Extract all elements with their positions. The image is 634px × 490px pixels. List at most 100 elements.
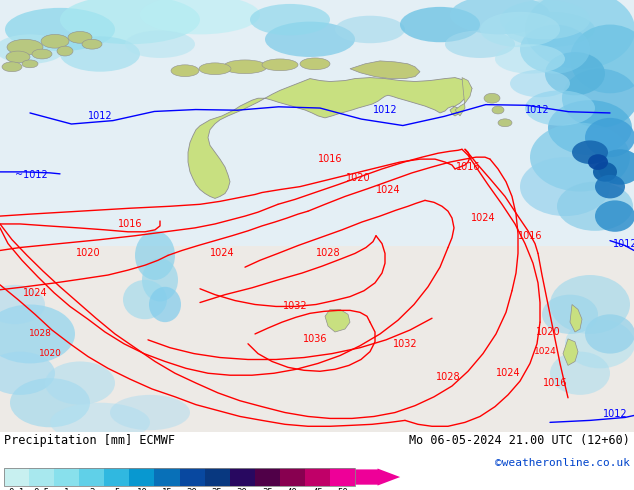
Ellipse shape xyxy=(585,118,634,157)
Ellipse shape xyxy=(171,65,199,76)
Text: 1016: 1016 xyxy=(543,378,567,388)
Ellipse shape xyxy=(110,395,190,430)
Ellipse shape xyxy=(484,93,500,103)
Text: 1020: 1020 xyxy=(75,248,100,258)
Ellipse shape xyxy=(510,70,570,97)
Bar xyxy=(179,468,205,486)
Polygon shape xyxy=(563,339,578,366)
Text: 1032: 1032 xyxy=(283,301,307,312)
Ellipse shape xyxy=(445,30,515,58)
Text: 40: 40 xyxy=(287,488,298,490)
Ellipse shape xyxy=(82,39,102,49)
Ellipse shape xyxy=(125,30,195,58)
Bar xyxy=(230,468,255,486)
Ellipse shape xyxy=(5,8,115,51)
Text: 30: 30 xyxy=(237,488,247,490)
Ellipse shape xyxy=(0,352,55,395)
Ellipse shape xyxy=(593,162,617,182)
Bar xyxy=(255,468,280,486)
Text: 15: 15 xyxy=(162,488,172,490)
Text: 1016: 1016 xyxy=(456,162,480,172)
Ellipse shape xyxy=(495,44,565,74)
Text: 1032: 1032 xyxy=(392,339,417,349)
Ellipse shape xyxy=(262,59,298,71)
Text: 1016: 1016 xyxy=(518,231,542,241)
Ellipse shape xyxy=(520,157,610,216)
Ellipse shape xyxy=(595,200,634,232)
Text: 35: 35 xyxy=(262,488,273,490)
Ellipse shape xyxy=(68,31,92,43)
Text: 1012: 1012 xyxy=(87,111,112,121)
Text: 50: 50 xyxy=(337,488,348,490)
Ellipse shape xyxy=(7,39,43,55)
Text: 2: 2 xyxy=(89,488,94,490)
Text: 1012: 1012 xyxy=(612,239,634,248)
Bar xyxy=(54,468,79,486)
Ellipse shape xyxy=(400,7,480,42)
Ellipse shape xyxy=(60,0,200,44)
Text: 1024: 1024 xyxy=(496,368,521,378)
Bar xyxy=(0,245,634,432)
Ellipse shape xyxy=(199,63,231,74)
Text: 1016: 1016 xyxy=(318,154,342,164)
Polygon shape xyxy=(188,77,472,198)
Ellipse shape xyxy=(10,378,90,427)
Text: 1024: 1024 xyxy=(210,248,235,258)
Ellipse shape xyxy=(265,22,355,57)
Text: 1012: 1012 xyxy=(525,105,549,115)
Text: 0.1: 0.1 xyxy=(8,488,25,490)
Ellipse shape xyxy=(550,352,610,395)
Ellipse shape xyxy=(480,12,560,47)
Bar xyxy=(155,468,179,486)
Ellipse shape xyxy=(2,62,22,72)
Ellipse shape xyxy=(492,106,504,114)
Ellipse shape xyxy=(572,141,608,164)
Ellipse shape xyxy=(135,231,175,280)
Text: 45: 45 xyxy=(312,488,323,490)
FancyArrow shape xyxy=(355,468,400,486)
Ellipse shape xyxy=(50,403,150,442)
Ellipse shape xyxy=(32,49,52,59)
Text: 1024: 1024 xyxy=(534,347,557,356)
Ellipse shape xyxy=(598,149,634,185)
Polygon shape xyxy=(570,304,582,332)
Bar xyxy=(104,468,129,486)
Ellipse shape xyxy=(22,60,38,68)
Ellipse shape xyxy=(335,16,405,43)
Text: 1024: 1024 xyxy=(23,288,48,298)
Ellipse shape xyxy=(140,0,260,34)
Text: 10: 10 xyxy=(136,488,147,490)
Ellipse shape xyxy=(300,58,330,70)
Text: ~1012: ~1012 xyxy=(15,170,48,180)
Ellipse shape xyxy=(585,314,634,354)
Text: 1: 1 xyxy=(64,488,69,490)
Bar xyxy=(4,468,355,486)
Ellipse shape xyxy=(550,275,630,334)
Text: 1012: 1012 xyxy=(603,410,627,419)
Ellipse shape xyxy=(498,119,512,127)
Text: 20: 20 xyxy=(186,488,197,490)
Text: Mo 06-05-2024 21.00 UTC (12+60): Mo 06-05-2024 21.00 UTC (12+60) xyxy=(409,434,630,447)
Ellipse shape xyxy=(45,362,115,405)
Ellipse shape xyxy=(557,182,633,231)
Bar xyxy=(129,468,155,486)
Text: 1024: 1024 xyxy=(470,213,495,223)
Ellipse shape xyxy=(525,90,595,126)
Ellipse shape xyxy=(6,51,30,63)
Ellipse shape xyxy=(545,52,605,95)
Ellipse shape xyxy=(0,304,75,364)
Text: 1024: 1024 xyxy=(376,185,400,195)
Ellipse shape xyxy=(530,123,630,192)
Ellipse shape xyxy=(223,60,267,74)
Text: 1012: 1012 xyxy=(373,105,398,115)
Bar xyxy=(0,0,634,245)
Ellipse shape xyxy=(588,154,608,170)
Text: 1028: 1028 xyxy=(436,372,460,382)
Ellipse shape xyxy=(450,0,550,34)
Polygon shape xyxy=(350,61,420,78)
Text: Precipitation [mm] ECMWF: Precipitation [mm] ECMWF xyxy=(4,434,175,447)
Text: 1020: 1020 xyxy=(346,173,370,183)
Polygon shape xyxy=(455,77,472,116)
Bar xyxy=(205,468,230,486)
Ellipse shape xyxy=(60,36,140,72)
